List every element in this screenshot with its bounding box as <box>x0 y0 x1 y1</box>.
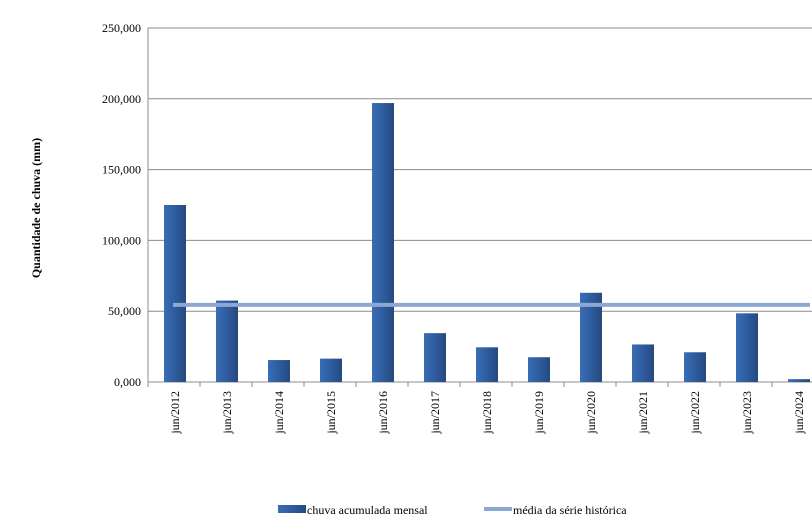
bar <box>164 205 186 382</box>
bar <box>216 300 238 382</box>
bar <box>320 358 342 382</box>
x-tick-label: jun/2020 <box>584 391 598 435</box>
x-tick-label: jun/2023 <box>740 391 754 435</box>
y-tick-label: 50,000 <box>108 304 141 318</box>
x-tick-label: jun/2022 <box>688 391 702 435</box>
y-tick-label: 150,000 <box>102 163 141 177</box>
x-tick-label: jun/2019 <box>532 391 546 435</box>
bar <box>268 360 290 382</box>
bar <box>736 313 758 382</box>
gridlines <box>148 27 812 312</box>
bar <box>372 103 394 382</box>
x-tick-labels: jun/2012 jun/2013 jun/2014 jun/2015 jun/2016… <box>168 391 806 435</box>
bar-series <box>164 103 810 382</box>
y-tick-labels: 0,000 50,000 100,000 150,000 200,000 250,000 <box>102 21 141 389</box>
x-tick-label: jun/2021 <box>636 391 650 435</box>
y-axis-title: Quantidade de chuva (mm) <box>29 138 43 278</box>
x-tick-label: jun/2016 <box>376 391 390 435</box>
legend: chuva acumulada mensal média da série his… <box>278 503 627 517</box>
bar <box>580 292 602 382</box>
x-tick-label: jun/2024 <box>792 391 806 435</box>
y-tick-label: 0,000 <box>114 375 141 389</box>
y-tick-label: 200,000 <box>102 92 141 106</box>
bar <box>476 347 498 382</box>
y-tick-label: 100,000 <box>102 233 141 247</box>
legend-bar-swatch <box>278 505 306 513</box>
x-tick-label: jun/2015 <box>324 391 338 435</box>
x-tick-label: jun/2017 <box>428 391 442 435</box>
bar <box>684 352 706 382</box>
x-tick-label: jun/2012 <box>168 391 182 435</box>
x-tick-label: jun/2014 <box>272 391 286 435</box>
legend-line-label: média da série histórica <box>513 503 627 517</box>
x-tick-label: jun/2013 <box>220 391 234 435</box>
bar <box>632 344 654 382</box>
bar <box>788 379 810 382</box>
x-tick-label: jun/2018 <box>480 391 494 435</box>
legend-bar-label: chuva acumulada mensal <box>307 503 428 517</box>
bar <box>424 333 446 382</box>
axes <box>147 28 812 387</box>
y-tick-label: 250,000 <box>102 21 141 35</box>
bar <box>528 357 550 382</box>
